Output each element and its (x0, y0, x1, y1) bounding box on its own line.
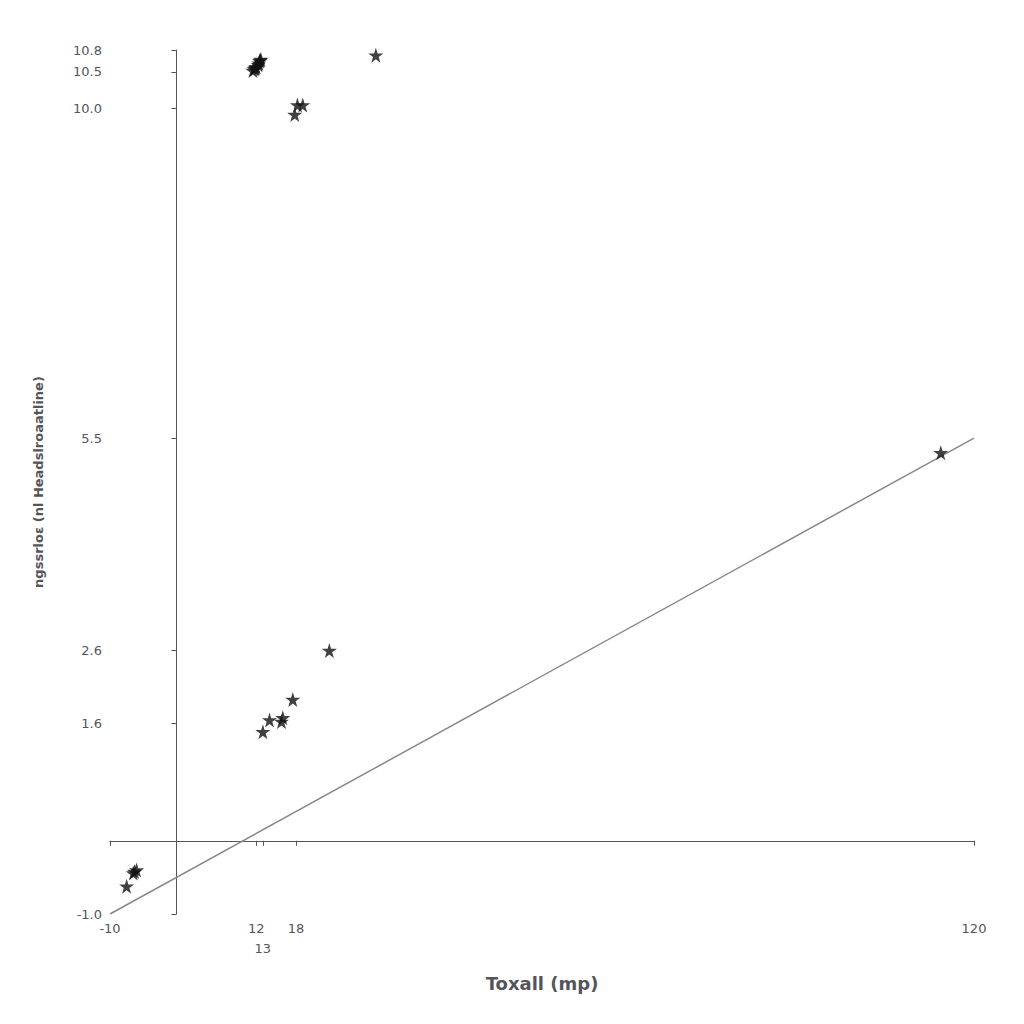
svg-text:5.5: 5.5 (81, 431, 102, 446)
svg-text:ngssrloɛ (nl Headslroaatline): ngssrloɛ (nl Headslroaatline) (31, 376, 46, 588)
svg-text:13: 13 (255, 941, 272, 956)
svg-text:120: 120 (962, 921, 987, 936)
svg-text:2.6: 2.6 (81, 643, 102, 658)
svg-text:1.6: 1.6 (81, 716, 102, 731)
svg-text:10.8: 10.8 (73, 43, 102, 58)
svg-text:18: 18 (288, 921, 305, 936)
svg-text:-10: -10 (99, 921, 120, 936)
svg-text:10.5: 10.5 (73, 64, 102, 79)
svg-text:12: 12 (248, 921, 265, 936)
svg-text:-1.0: -1.0 (77, 907, 102, 922)
svg-text:Toxall (mp): Toxall (mp) (486, 973, 599, 994)
svg-text:10.0: 10.0 (73, 101, 102, 116)
